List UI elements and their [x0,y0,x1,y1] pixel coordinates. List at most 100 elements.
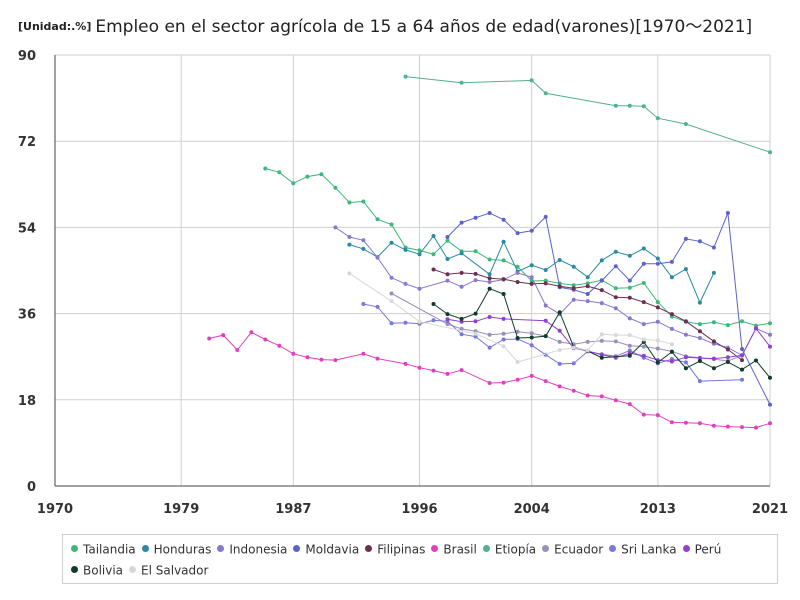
data-point [683,319,688,324]
legend-item-etiopia[interactable]: Etiopía [482,542,536,557]
legend-item-filipinas[interactable]: Filipinas [365,542,425,557]
data-point [613,333,618,338]
y-tick-label: 54 [18,221,36,236]
data-point [389,222,394,227]
legend-marker [141,545,149,552]
data-point [697,300,702,305]
series-bolivia [431,286,772,380]
data-point [585,292,590,296]
data-point [557,328,562,333]
data-point [768,344,772,349]
data-point [599,301,604,306]
legend-item-sri-lanka[interactable]: Sri Lanka [609,542,677,557]
data-point [529,78,534,83]
data-point [319,357,324,362]
data-point [389,291,394,296]
data-point [389,321,394,326]
data-point [754,326,758,331]
data-point [529,335,534,340]
data-point [641,261,646,266]
data-point [501,258,506,263]
data-point [445,312,450,317]
legend-item-indonesia[interactable]: Indonesia [217,542,287,557]
data-point [529,263,534,268]
data-point [543,278,548,283]
data-point [305,355,310,360]
data-point [487,345,492,350]
data-point [669,275,674,280]
legend-item-peru[interactable]: Perú [682,542,722,557]
data-point [249,330,254,335]
data-point [263,166,268,171]
data-point [740,367,744,372]
data-point [599,355,604,360]
data-point [515,360,520,364]
data-point [473,334,478,339]
data-point [683,360,688,365]
data-point [683,366,688,371]
legend-item-bolivia[interactable]: Bolivia [71,563,124,577]
data-point [641,344,646,349]
data-point [740,353,744,358]
series-layer [207,74,772,430]
legend-item-tailandia[interactable]: Tailandia [71,542,136,557]
data-point [571,297,576,302]
data-point [333,185,338,190]
series-filipinas [431,267,744,363]
series-indonesia [333,225,772,358]
data-point [627,343,632,348]
legend-label: El Salvador [141,563,209,577]
x-tick-label: 2021 [752,502,788,517]
legend-item-moldavia[interactable]: Moldavia [293,542,359,557]
data-point [263,337,268,342]
series-line [265,168,771,327]
data-point [375,255,380,260]
legend-label: Perú [694,542,722,557]
data-point [459,270,464,275]
series-line [433,288,771,379]
legend-marker [293,545,301,552]
data-point [221,333,226,338]
data-point [431,368,436,373]
legend-marker [217,545,225,552]
data-point [291,351,296,356]
data-point [655,338,660,343]
data-point [417,365,422,370]
legend-marker [482,545,490,552]
data-point [571,361,576,366]
series-honduras [347,234,716,305]
data-point [403,320,408,325]
data-point [669,359,674,364]
data-point [655,413,660,418]
data-point [613,306,618,311]
data-point [543,334,548,339]
data-point [571,345,576,350]
data-point [501,344,506,349]
data-point [459,316,464,321]
data-point [515,377,520,382]
data-point [683,332,688,337]
data-point [641,281,646,285]
legend-item-honduras[interactable]: Honduras [141,542,211,557]
data-point [683,420,688,425]
series-line [349,235,715,304]
data-point [627,253,632,258]
legend-item-ecuador[interactable]: Ecuador [542,542,603,557]
data-point [459,80,464,85]
legend-item-brasil[interactable]: Brasil [431,542,477,557]
data-point [389,275,394,280]
data-point [641,322,646,327]
series-line [447,212,771,405]
data-point [571,286,576,291]
data-point [459,284,464,289]
legend-label: Bolivia [83,563,124,577]
data-point [613,249,618,254]
legend-item-el-salvador[interactable]: El Salvador [129,563,209,577]
data-point [627,295,632,300]
series-line [363,303,743,382]
data-point [754,358,758,363]
data-point [515,280,520,284]
data-point [669,312,674,317]
data-point [459,319,464,324]
data-point [725,211,730,215]
